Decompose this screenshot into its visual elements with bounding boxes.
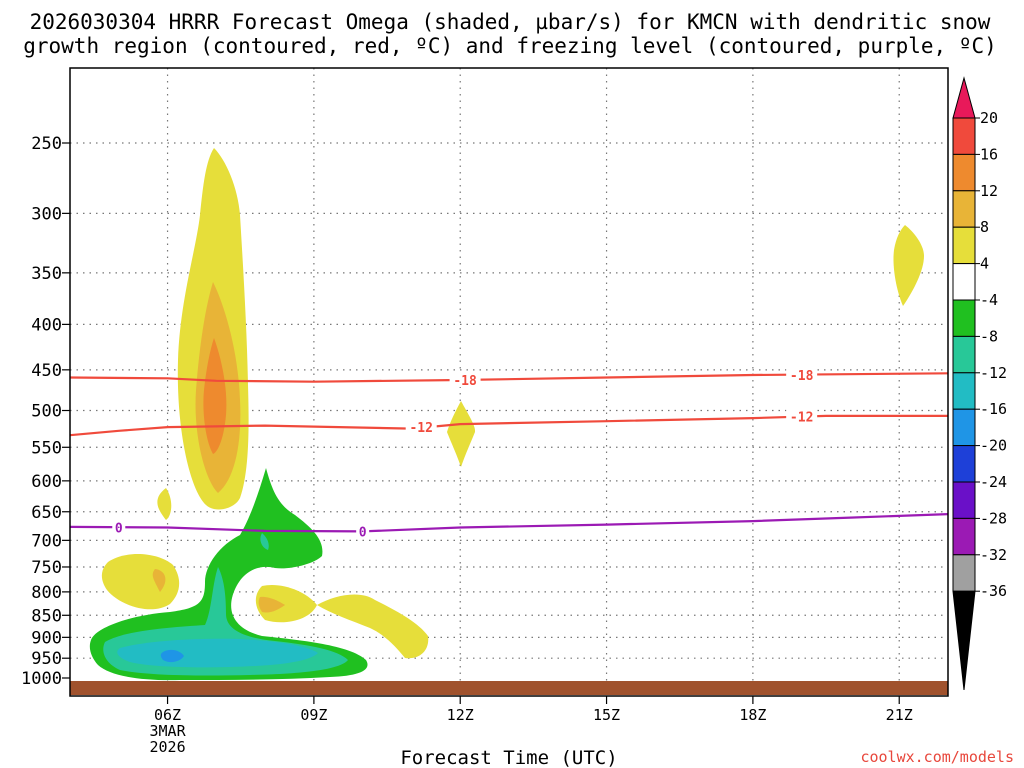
y-tick-label: 650 (31, 503, 62, 523)
y-tick-label: 300 (31, 204, 62, 224)
colorbar-swatch (952, 299, 976, 337)
colorbar-swatch (952, 408, 976, 447)
colorbar-label: -24 (980, 473, 1007, 491)
contour-label: -18 (790, 369, 814, 384)
colorbar-label: -20 (980, 437, 1007, 455)
colorbar-label: -4 (980, 291, 998, 309)
x-tick-label: 21Z (886, 706, 913, 724)
colorbar-swatch (952, 263, 976, 301)
x-date-label: 2026 (149, 738, 185, 756)
omega-teal-upper (260, 533, 269, 550)
omega-descent-green (89, 468, 368, 681)
y-tick-label: 750 (31, 558, 62, 578)
ground-strip (70, 681, 948, 695)
contour-line-0 (69, 372, 949, 383)
colorbar-swatch (952, 517, 976, 556)
colorbar-label: 16 (980, 145, 998, 163)
x-tick-label: 15Z (593, 706, 620, 724)
grid-layer (70, 68, 948, 696)
y-tick-label: 350 (31, 264, 62, 284)
y-tick-label: 800 (31, 583, 62, 603)
omega-blob-small (157, 488, 172, 520)
y-tick-label: 400 (31, 315, 62, 335)
colorbar-label: -36 (980, 582, 1007, 600)
colorbar-top-arrow (952, 76, 976, 119)
contour-label-bg (449, 371, 481, 387)
x-date-label: 3MAR (149, 722, 186, 740)
contour-label: -18 (453, 374, 477, 389)
colorbar-swatch (952, 153, 976, 192)
colorbar-label: -8 (980, 327, 998, 345)
plot-frame (69, 67, 949, 697)
omega-blob-21z (893, 225, 924, 306)
colorbar-label: -32 (980, 546, 1007, 564)
colorbar-bottom-arrow (952, 590, 976, 691)
y-tick-label: 900 (31, 628, 62, 648)
colorbar-label: 20 (980, 109, 998, 127)
x-axis-label: Forecast Time (UTC) (400, 747, 617, 768)
contour-line-2 (69, 513, 949, 533)
contour-label-bg (112, 519, 126, 535)
contour-label: -12 (409, 421, 432, 436)
contour-label-bg (786, 366, 818, 382)
y-tick-label: 500 (31, 402, 62, 422)
colorbar-label: 4 (980, 255, 989, 273)
x-tick-label: 12Z (447, 706, 474, 724)
chart-title-line2: growth region (contoured, red, ºC) and f… (23, 34, 997, 58)
contour-label-bg (356, 523, 370, 539)
omega-blob-left (101, 554, 180, 610)
y-tick-label: 1000 (21, 669, 62, 689)
colorbar-swatch (952, 117, 976, 155)
colorbar-label: 8 (980, 218, 989, 236)
contour-label-bg (786, 408, 818, 424)
omega-blob-08z (255, 584, 317, 623)
contour-label-bg (405, 419, 437, 435)
chart-title-line1: 2026030304 HRRR Forecast Omega (shaded, … (30, 10, 991, 34)
axis-layer: 2503003504004505005506006507007508008509… (21, 134, 913, 756)
credit-link[interactable]: coolwx.com/models (860, 748, 1014, 766)
contour-label: 0 (115, 521, 123, 536)
contour-label: 0 (359, 525, 367, 540)
x-tick-label: 18Z (739, 706, 766, 724)
omega-blob-12z (447, 401, 476, 467)
x-tick-label: 09Z (300, 706, 327, 724)
colorbar-swatch (952, 335, 976, 374)
colorbar-swatch (952, 190, 976, 228)
colorbar-label: 12 (980, 182, 998, 200)
contour-layer: -18 -18 -12 -12 0 0 (69, 366, 949, 540)
colorbar: 20 16 12 8 4 -4 -8 -12 -16 -20 -24 -28 -32 -36 (952, 76, 1007, 691)
colorbar-label: -28 (980, 509, 1007, 527)
omega-blob-08z-core (258, 596, 285, 613)
y-tick-label: 850 (31, 606, 62, 626)
colorbar-swatch (952, 481, 976, 519)
y-tick-label: 700 (31, 531, 62, 551)
colorbar-swatch (952, 445, 976, 483)
y-tick-label: 950 (31, 649, 62, 669)
x-tick-label: 06Z (154, 706, 181, 724)
omega-blob-left-core (152, 569, 166, 592)
omega-tail-10z (317, 594, 429, 659)
omega-shading (89, 148, 924, 681)
colorbar-label: -12 (980, 364, 1007, 382)
omega-descent-blue (160, 649, 184, 663)
colorbar-label: -16 (980, 400, 1007, 418)
y-tick-label: 550 (31, 438, 62, 458)
colorbar-swatch (952, 372, 976, 410)
omega-plume-orange (203, 338, 227, 454)
colorbar-swatch (952, 554, 976, 592)
contour-label: -12 (790, 411, 813, 426)
y-tick-label: 250 (31, 134, 62, 154)
y-tick-label: 450 (31, 361, 62, 381)
colorbar-swatch (952, 226, 976, 265)
y-tick-label: 600 (31, 472, 62, 492)
